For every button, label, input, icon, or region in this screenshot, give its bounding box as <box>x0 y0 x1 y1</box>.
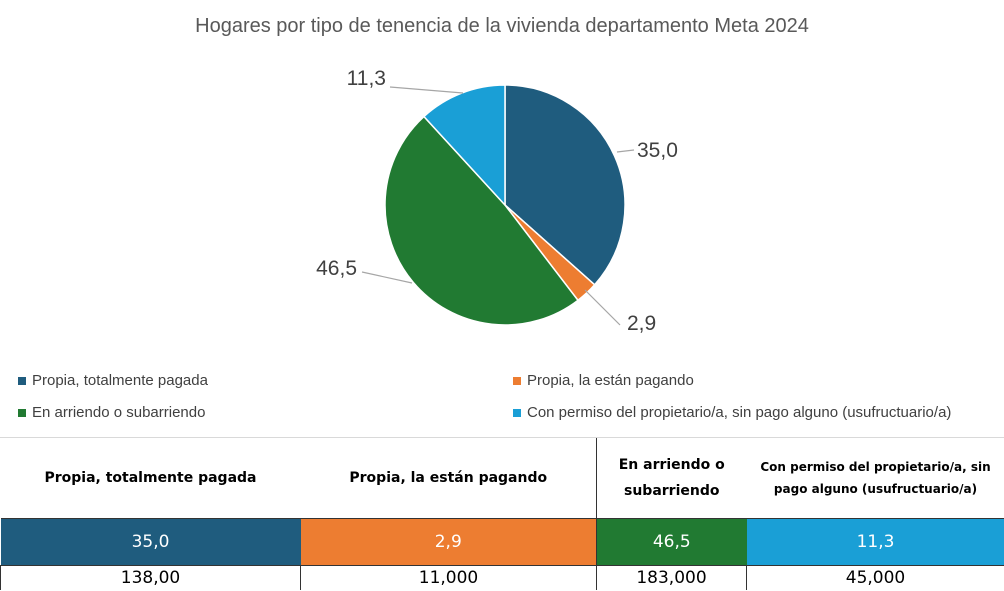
table-count-cell: 45,000 <box>746 565 1004 590</box>
legend-label: Propia, la están pagando <box>527 372 694 389</box>
chart-title: Hogares por tipo de tenencia de la vivie… <box>195 15 809 37</box>
pie-chart: 35,0 2,9 46,5 11,3 <box>316 67 678 335</box>
leader-line <box>389 86 464 94</box>
table-header-row: Propia, totalmente pagada Propia, la est… <box>1 438 1004 519</box>
leader-line <box>616 149 635 153</box>
leader-line <box>361 271 413 284</box>
legend-label: Propia, totalmente pagada <box>32 372 208 389</box>
table-count-cell: 183,000 <box>596 565 747 590</box>
leader-line <box>584 289 621 326</box>
table-percent-row: 35,0 2,9 46,5 11,3 <box>0 518 1004 566</box>
legend-swatch-usufructo <box>513 408 521 417</box>
legend-swatch-arriendo <box>18 408 26 417</box>
table-header-cell: En arriendo o subarriendo <box>596 438 747 519</box>
slice-arriendo <box>384 115 579 326</box>
legend-item-usufructo: Con permiso del propietario/a, sin pago … <box>513 404 951 421</box>
legend-label: Con permiso del propietario/a, sin pago … <box>527 404 952 421</box>
legend-swatch-propia-pagada <box>18 376 26 385</box>
legend-item-arriendo: En arriendo o subarriendo <box>18 404 205 421</box>
table-header-cell: Propia, la están pagando <box>349 470 548 486</box>
table-percent-cell: 11,3 <box>746 518 1004 566</box>
slice-propia-pagada <box>504 84 626 286</box>
data-table: Propia, totalmente pagada Propia, la est… <box>0 438 1004 590</box>
section-divider <box>0 437 1004 438</box>
legend-item-propia-pagando: Propia, la están pagando <box>513 372 694 389</box>
data-label: 11,3 <box>347 67 386 90</box>
table-percent-cell: 35,0 <box>0 518 301 566</box>
data-label: 2,9 <box>627 312 656 335</box>
table-count-cell: 11,000 <box>300 565 597 590</box>
data-label: 46,5 <box>316 257 357 280</box>
table-percent-cell: 2,9 <box>300 518 597 566</box>
legend-label: En arriendo o subarriendo <box>32 404 206 421</box>
table-header-cell: Con permiso del propietario/a, sin pago … <box>760 460 991 496</box>
table-count-row: 138,00 11,000 183,000 45,000 <box>0 565 1004 590</box>
table-count-cell: 138,00 <box>0 565 301 590</box>
legend-swatch-propia-pagando <box>513 376 521 385</box>
table-header-cell: Propia, totalmente pagada <box>44 470 257 486</box>
data-label: 35,0 <box>637 139 678 162</box>
table-percent-cell: 46,5 <box>596 518 747 566</box>
legend-item-propia-pagada: Propia, totalmente pagada <box>18 372 208 389</box>
